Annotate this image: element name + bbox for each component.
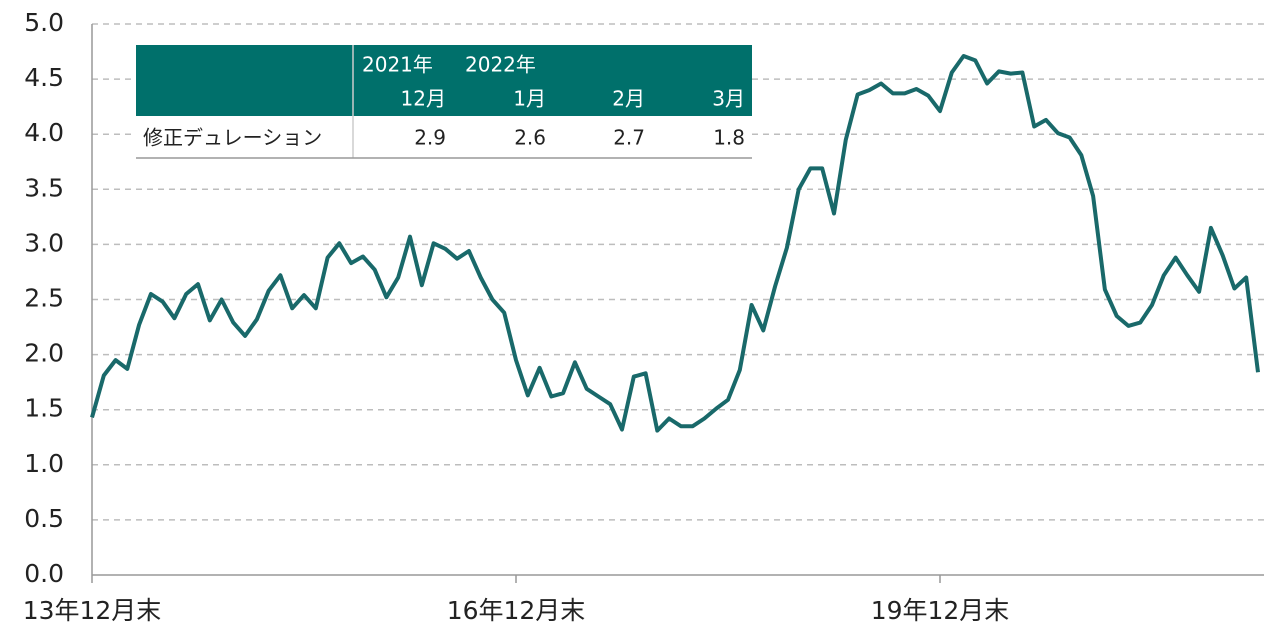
table-value: 2.9 (414, 126, 446, 150)
x-tick-label: 16年12月末 (447, 596, 586, 625)
year-header: 2021年 (362, 53, 433, 77)
y-tick-label: 2.0 (24, 339, 64, 368)
month-header: 1月 (513, 87, 546, 111)
y-tick-label: 4.5 (24, 63, 64, 92)
month-header: 3月 (712, 87, 745, 111)
y-tick-label: 5.0 (24, 8, 64, 37)
table-value: 1.8 (713, 126, 745, 150)
x-tick-label: 13年12月末 (23, 596, 162, 625)
month-header: 12月 (401, 87, 446, 111)
y-tick-label: 1.5 (24, 394, 64, 423)
y-tick-label: 4.0 (24, 118, 64, 147)
y-tick-label: 0.0 (24, 559, 64, 588)
table-value: 2.7 (613, 126, 645, 150)
x-tick-label: 19年12月末 (871, 596, 1010, 625)
y-tick-label: 1.0 (24, 449, 64, 478)
year-header: 2022年 (465, 53, 536, 77)
y-tick-label: 3.5 (24, 173, 64, 202)
y-tick-label: 0.5 (24, 504, 64, 533)
y-tick-label: 3.0 (24, 228, 64, 257)
month-header: 2月 (612, 87, 645, 111)
table-header (136, 45, 752, 116)
line (90, 54, 1260, 433)
y-tick-label: 2.5 (24, 284, 64, 313)
table-value: 2.6 (514, 126, 546, 150)
row-label: 修正デュレーション (143, 126, 322, 150)
